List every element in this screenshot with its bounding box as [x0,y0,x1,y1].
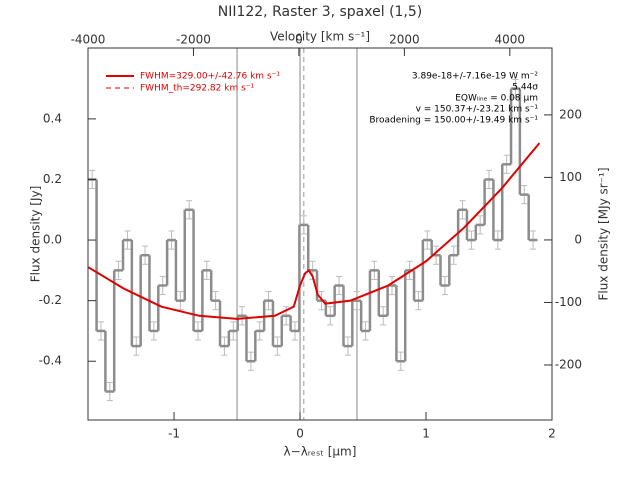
x-tick-label: -1 [168,427,180,441]
y-tick-label: -0.4 [39,354,62,368]
y-tick-label: 0.4 [43,111,62,125]
annotation: 5.44σ [512,83,538,93]
legend-label: FWHM=329.00+/-42.76 km s⁻¹ [140,72,280,82]
annotation: 3.89e-18+/-7.16e-19 W m⁻² [412,72,539,82]
model-curve [87,142,541,320]
y2-tick-label: 100 [559,170,582,184]
y2-tick-label: 0 [574,232,582,246]
mask-bottom [0,420,640,445]
y-tick-label: -0.2 [39,293,62,307]
x2-tick-label: 4000 [495,33,526,47]
plot-frame [87,47,553,421]
x-tick-label: 0 [296,427,304,441]
annotation: EQWₗᵢₙₑ = 0.08 μm [455,94,538,104]
y-tick-label: 0.0 [43,233,62,247]
y2-axis-label: Flux density [MJy sr⁻¹] [597,167,611,300]
x-axis-label: λ−λᵣₑₛₜ [μm] [284,445,357,459]
annotation: Broadening = 150.00+/-19.49 km s⁻¹ [369,116,538,126]
x2-tick-label: 0 [295,33,303,47]
y-tick-label: 0.2 [43,172,62,186]
x-tick-label: 2 [548,427,556,441]
y-axis-label: Flux density [Jy] [29,186,43,283]
y2-tick-label: -200 [555,357,582,371]
x2-tick-label: -2000 [176,33,211,47]
x2-tick-label: -4000 [71,33,106,47]
chart-title: NII122, Raster 3, spaxel (1,5) [218,4,423,20]
y2-tick-label: -100 [555,295,582,309]
x2-tick-label: 2000 [389,33,420,47]
y2-tick-label: 200 [559,107,582,121]
legend-label: FWHM_th=292.82 km s⁻¹ [140,84,255,94]
x2-axis-label: Velocity [km s⁻¹] [270,30,370,44]
annotation: v = 150.37+/-23.21 km s⁻¹ [416,105,539,115]
x-tick-label: 1 [422,427,430,441]
